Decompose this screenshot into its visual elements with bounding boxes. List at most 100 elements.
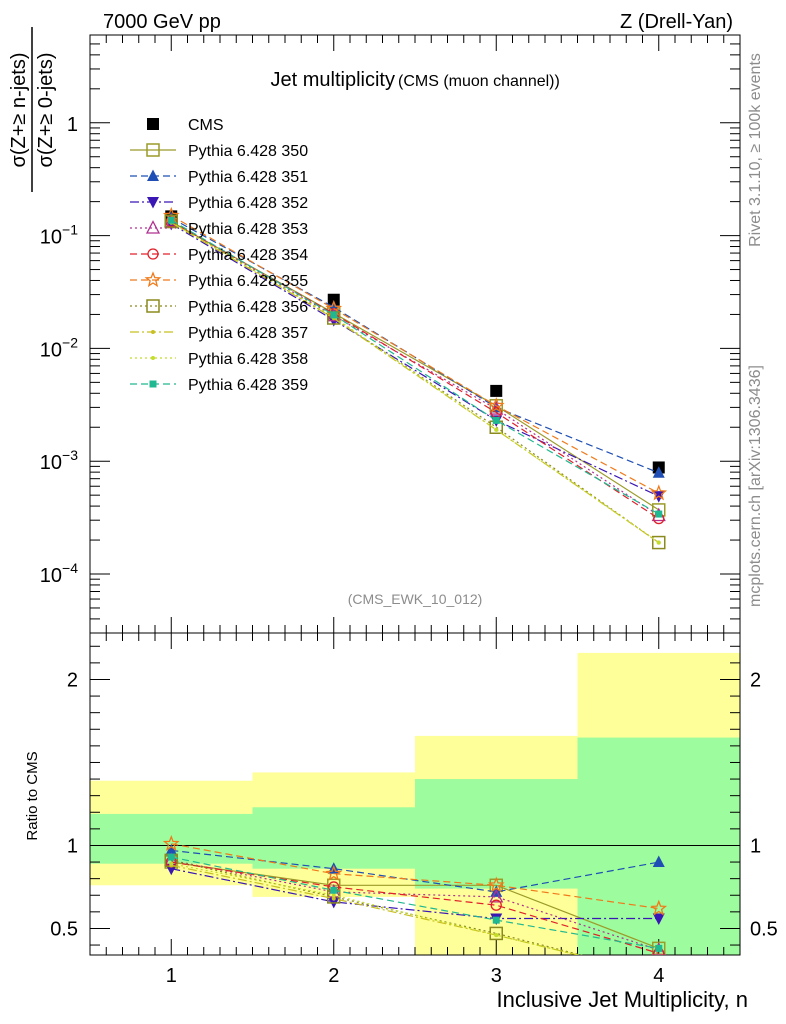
ratio-data-point	[167, 853, 175, 861]
ratio-data-point	[487, 876, 505, 893]
data-point	[655, 510, 663, 518]
legend-marker	[145, 220, 161, 234]
ratio-data-point	[325, 864, 343, 881]
x-tick-label: 3	[491, 965, 502, 987]
ratio-data-point	[169, 861, 174, 866]
legend-label: Pythia 6.428 351	[188, 169, 308, 186]
ratio-series-line	[171, 859, 584, 955]
ratio-series-line	[171, 849, 659, 893]
series-line	[170, 223, 660, 497]
legend-entry: Pythia 6.428 352	[130, 195, 308, 212]
legend-label: Pythia 6.428 352	[188, 195, 308, 212]
legend-marker	[144, 271, 162, 288]
legend-marker	[149, 380, 157, 388]
legend-entry: CMS	[147, 117, 224, 134]
ratio-data-point	[655, 944, 663, 952]
legend-entry: Pythia 6.428 353	[130, 220, 308, 238]
ratio-data-point	[162, 834, 180, 851]
data-point	[490, 384, 503, 397]
ratio-y-axis-label: Ratio to CMS	[24, 751, 41, 840]
series-line	[170, 220, 660, 544]
y-axis-label-numerator: σ(Z+≥ n-jets)	[8, 53, 30, 168]
ratio-data-point	[490, 899, 502, 911]
legend-marker	[147, 118, 159, 130]
legend-marker	[151, 356, 155, 360]
ratio-y-tick-label-left: 0.5	[50, 918, 78, 940]
legend-entry: Pythia 6.428 357	[130, 325, 308, 342]
series-line	[170, 219, 660, 515]
series-line	[170, 222, 660, 544]
legend-marker	[151, 330, 155, 334]
ratio-series-line	[171, 856, 659, 949]
data-point	[327, 293, 340, 306]
ratio-y-tick-label-left: 2	[67, 669, 78, 691]
ratio-data-point	[652, 913, 665, 925]
legend-marker	[147, 197, 159, 209]
legend-label: Pythia 6.428 357	[188, 325, 308, 342]
ratio-data-point	[489, 889, 504, 903]
data-point	[330, 311, 338, 319]
ratio-series-line	[171, 859, 659, 951]
legend-marker	[147, 248, 159, 260]
ratio-series-clipped	[162, 834, 668, 955]
legend-label: Pythia 6.428 356	[188, 299, 308, 316]
ratio-data-point	[165, 843, 178, 856]
ratio-data-point	[492, 916, 500, 924]
ratio-data-point	[331, 893, 336, 898]
data-point	[656, 540, 661, 545]
data-point	[494, 427, 499, 432]
y-tick-label: 1	[67, 114, 78, 136]
legend-entry: Pythia 6.428 356	[130, 299, 308, 316]
ratio-data-point	[652, 855, 665, 868]
legend-entry: Pythia 6.428 350	[130, 143, 308, 160]
ratio-uncertainty-bands	[90, 652, 740, 955]
ratio-series-pythia-358	[169, 861, 581, 955]
ratio-y-tick-label-right: 2	[750, 669, 761, 691]
legend-entry: Pythia 6.428 354	[130, 247, 308, 264]
legend-label: Pythia 6.428 353	[188, 221, 308, 238]
data-point	[650, 484, 668, 501]
ratio-panel-frame: 0.5 0.5 1 1 2 2 1 2 3 4	[50, 632, 778, 987]
ratio-data-point	[494, 933, 499, 938]
legend-label: Pythia 6.428 355	[188, 273, 308, 290]
ratio-data-point	[331, 896, 336, 901]
data-point	[487, 397, 505, 413]
legend-label: Pythia 6.428 350	[188, 143, 308, 160]
ratio-series-line	[171, 868, 659, 920]
legend-marker	[146, 299, 160, 313]
header-left: 7000 GeV pp	[103, 11, 221, 33]
y-tick-label: 10−2	[40, 334, 78, 361]
legend-label: Pythia 6.428 358	[188, 351, 308, 368]
series-line	[170, 220, 660, 517]
ratio-data-point	[650, 899, 668, 916]
series-pythia-359	[167, 216, 663, 518]
header-right: Z (Drell-Yan)	[620, 11, 733, 33]
ratio-y-tick-label-right: 0.5	[750, 918, 778, 940]
data-point	[652, 535, 666, 550]
y-axis-label-denominator: σ(Z+≥ 0-jets)	[35, 53, 57, 168]
data-point	[167, 216, 175, 224]
rivet-version-label: Rivet 3.1.10, ≥ 100k events	[747, 53, 764, 247]
analysis-tag: (CMS_EWK_10_012)	[348, 591, 483, 607]
series-line	[171, 215, 660, 494]
mcplots-label: mcplots.cern.ch [arXiv:1306.3436]	[747, 365, 764, 607]
x-tick-label: 2	[328, 965, 339, 987]
chart-subtitle: (CMS (muon channel))	[398, 73, 560, 90]
ratio-band-green-2	[252, 807, 415, 869]
ratio-data-point	[330, 886, 338, 894]
ratio-series-pythia-359	[167, 853, 663, 952]
y-tick-label: 10−4	[40, 560, 78, 587]
legend-entry: Pythia 6.428 358	[130, 351, 308, 368]
ratio-panel-series	[162, 834, 668, 955]
legend: CMS Pythia 6.428 350 Pythia 6.428 351 Pythi…	[130, 117, 308, 394]
legend-entry: Pythia 6.428 359	[130, 377, 308, 394]
y-tick-label: 10−1	[40, 222, 78, 249]
ratio-band-green-3	[415, 779, 578, 889]
main-panel-frame: 10−4 10−3 10−2 10−1 1	[40, 34, 741, 634]
ratio-series-line	[171, 861, 659, 954]
legend-marker	[146, 143, 160, 157]
legend-entry: Pythia 6.428 351	[130, 169, 308, 186]
chart-title: Jet multiplicity	[271, 69, 395, 91]
y-tick-label: 10−3	[40, 447, 78, 474]
